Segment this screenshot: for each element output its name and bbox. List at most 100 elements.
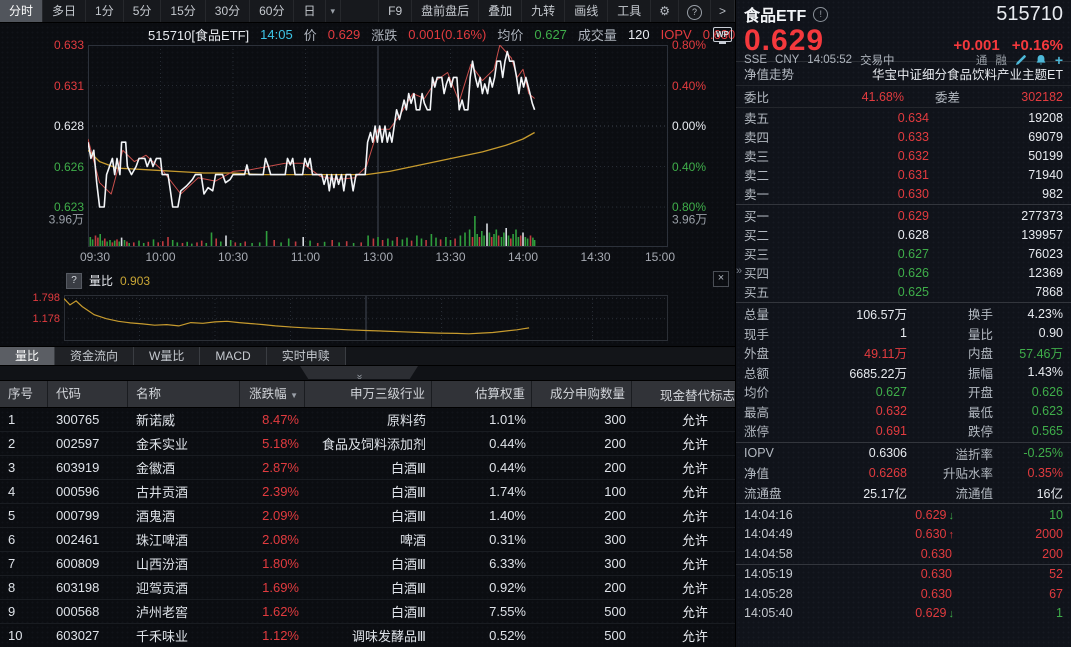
ask-qty: 19208 (1028, 110, 1063, 125)
cell-industry: 啤酒 (399, 533, 426, 548)
stat-value: 0.627 (875, 384, 907, 399)
pencil-icon[interactable] (1015, 54, 1027, 66)
trade-row[interactable]: 14:05:28 0.630 67 (736, 584, 1071, 604)
period-tab-daily[interactable]: 日 (294, 0, 326, 22)
ask-row-3[interactable]: 卖三 0.632 50199 (736, 146, 1071, 165)
table-row[interactable]: 3 603919 金徽酒 2.87% 白酒Ⅲ 0.44% 200 允许 (0, 456, 735, 480)
period-tab-multiday[interactable]: 多日 (43, 0, 87, 22)
table-row[interactable]: 7 600809 山西汾酒 1.80% 白酒Ⅲ 6.33% 300 允许 (0, 552, 735, 576)
col-cash-flag[interactable]: 现金替代标志 (659, 388, 735, 403)
stat-row: 现手 1 量比 0.90 (736, 324, 1071, 344)
table-row[interactable]: 4 000596 古井贡酒 2.39% 白酒Ⅲ 1.74% 100 允许 (0, 480, 735, 504)
bid-row-5[interactable]: 买五 0.625 7868 (736, 282, 1071, 301)
chevron-right-icon[interactable]: > (711, 0, 735, 22)
axis-volume-left: 3.96万 (48, 212, 84, 227)
f9-button[interactable]: F9 (379, 0, 413, 22)
col-change[interactable]: 涨跌幅 ▼ (240, 381, 305, 407)
info-icon[interactable]: ! (813, 6, 829, 22)
pre-post-market-button[interactable]: 盘前盘后 (412, 0, 480, 22)
col-qty[interactable]: 成分申购数量 (532, 381, 632, 407)
nine-turn-button[interactable]: 九转 (522, 0, 566, 22)
ask-row-5[interactable]: 卖五 0.634 19208 (736, 108, 1071, 127)
add-icon[interactable]: + (1054, 52, 1063, 68)
period-tab-30min[interactable]: 30分 (206, 0, 251, 22)
chevron-down-icon: » (354, 374, 365, 380)
ask-row-1[interactable]: 卖一 0.630 982 (736, 184, 1071, 203)
indicator-help-icon[interactable]: ? (66, 272, 82, 289)
bid-row-3[interactable]: 买三 0.627 76023 (736, 244, 1071, 263)
tab-money-flow[interactable]: 资金流向 (55, 347, 135, 365)
chart-info-bar: 515710[食品ETF] 14:05 价 0.629 涨跌 0.001(0.1… (0, 23, 762, 45)
table-row[interactable]: 9 000568 泸州老窖 1.62% 白酒Ⅲ 7.55% 500 允许 (0, 600, 735, 624)
stat-row: 流通盘 25.17亿 流通值 16亿 (736, 483, 1071, 503)
bid-price: 0.626 (897, 265, 929, 280)
indicator-name[interactable]: 量比 (89, 274, 114, 288)
time-axis: 09:30 10:00 10:30 11:00 13:00 13:30 14:0… (0, 247, 735, 267)
table-row[interactable]: 10 603027 千禾味业 1.12% 调味发酵品Ⅲ 0.52% 500 允许 (0, 624, 735, 647)
trade-row[interactable]: 14:05:40 0.629 ↓ 1 (736, 604, 1071, 624)
volume-ratio-pane[interactable]: ? 量比 0.903 1.798 1.178 × (0, 267, 735, 347)
volume-label: 成交量 (577, 27, 617, 43)
indicator-svg[interactable] (64, 295, 668, 341)
wp-badge-icon[interactable]: WP (713, 27, 732, 44)
trade-row[interactable]: 14:04:49 0.630 ↑ 2000 (736, 525, 1071, 545)
price-chart[interactable]: 0.633 0.631 0.628 0.626 0.623 3.96万 0.80… (0, 38, 735, 247)
tab-w-volume-ratio[interactable]: W量比 (134, 347, 201, 365)
tab-realtime-creation[interactable]: 实时申赎 (266, 347, 346, 365)
col-industry[interactable]: 申万三级行业 (305, 381, 432, 407)
period-tab-1min[interactable]: 1分 (86, 0, 124, 22)
trade-row[interactable]: 14:04:16 0.629 ↓ 10 (736, 505, 1071, 525)
axis-right-2: 0.40% (672, 78, 707, 93)
ask-price: 0.632 (897, 148, 929, 163)
bid-row-1[interactable]: 买一 0.629 277373 (736, 206, 1071, 225)
tab-macd[interactable]: MACD (200, 347, 267, 365)
trade-row[interactable]: 14:04:58 0.630 200 (736, 544, 1071, 565)
col-name[interactable]: 名称 (128, 381, 240, 407)
close-icon[interactable]: × (713, 271, 729, 287)
nav-row[interactable]: 净值走势 华宝中证细分食品饮料产业主题ET (736, 62, 1071, 86)
trade-row[interactable]: 14:05:19 0.630 52 (736, 565, 1071, 585)
ask-row-4[interactable]: 卖四 0.633 69079 (736, 127, 1071, 146)
divider (736, 503, 1071, 504)
cell-industry: 白酒Ⅲ (391, 581, 426, 596)
draw-line-button[interactable]: 画线 (565, 0, 609, 22)
time-1100: 11:00 (290, 250, 321, 264)
panel-collapse-icon[interactable]: » (736, 265, 743, 277)
collapse-handle[interactable]: » (300, 366, 418, 379)
price-chart-svg[interactable] (88, 45, 668, 247)
period-tab-5min[interactable]: 5分 (124, 0, 162, 22)
period-tab-intraday[interactable]: 分时 (0, 0, 44, 22)
cell-code: 002461 (56, 532, 100, 547)
cell-qty: 300 (604, 412, 626, 427)
bid-row-4[interactable]: 买四 0.626 12369 (736, 263, 1071, 282)
cell-code: 603919 (56, 460, 100, 475)
table-row[interactable]: 6 002461 珠江啤酒 2.08% 啤酒 0.31% 300 允许 (0, 528, 735, 552)
gear-icon[interactable]: ⚙ (651, 0, 679, 22)
period-dropdown-caret-icon[interactable]: ▾ (326, 0, 342, 22)
avg-value: 0.627 (534, 26, 567, 42)
bid-qty: 12369 (1028, 265, 1063, 280)
col-index[interactable]: 序号 (0, 381, 48, 407)
ask-row-2[interactable]: 卖二 0.631 71940 (736, 165, 1071, 184)
table-header: 序号 代码 名称 涨跌幅 ▼ 申万三级行业 估算权重 成分申购数量 现金替代标志 (0, 381, 735, 408)
cell-change: 2.09% (262, 508, 299, 523)
table-row[interactable]: 2 002597 金禾实业 5.18% 食品及饲料添加剂 0.44% 200 允… (0, 432, 735, 456)
cell-industry: 白酒Ⅲ (391, 485, 426, 500)
trade-time: 14:04:58 (744, 546, 793, 561)
tab-volume-ratio[interactable]: 量比 (0, 347, 56, 365)
bid-row-2[interactable]: 买二 0.628 139957 (736, 225, 1071, 244)
tools-button[interactable]: 工具 (608, 0, 652, 22)
bell-icon[interactable] (1035, 54, 1047, 66)
period-tab-60min[interactable]: 60分 (250, 0, 295, 22)
table-row[interactable]: 5 000799 酒鬼酒 2.09% 白酒Ⅲ 1.40% 200 允许 (0, 504, 735, 528)
cell-weight: 0.92% (489, 580, 526, 595)
col-code[interactable]: 代码 (48, 381, 128, 407)
help-icon[interactable]: ? (679, 0, 711, 22)
table-row[interactable]: 8 603198 迎驾贡酒 1.69% 白酒Ⅲ 0.92% 200 允许 (0, 576, 735, 600)
table-row[interactable]: 1 300765 新诺威 8.47% 原料药 1.01% 300 允许 (0, 408, 735, 432)
stat-row: 最高 0.632 最低 0.623 (736, 402, 1071, 422)
overlay-button[interactable]: 叠加 (479, 0, 523, 22)
indicator-axis-top: 1.798 (32, 292, 60, 304)
col-weight[interactable]: 估算权重 (432, 381, 532, 407)
period-tab-15min[interactable]: 15分 (161, 0, 206, 22)
